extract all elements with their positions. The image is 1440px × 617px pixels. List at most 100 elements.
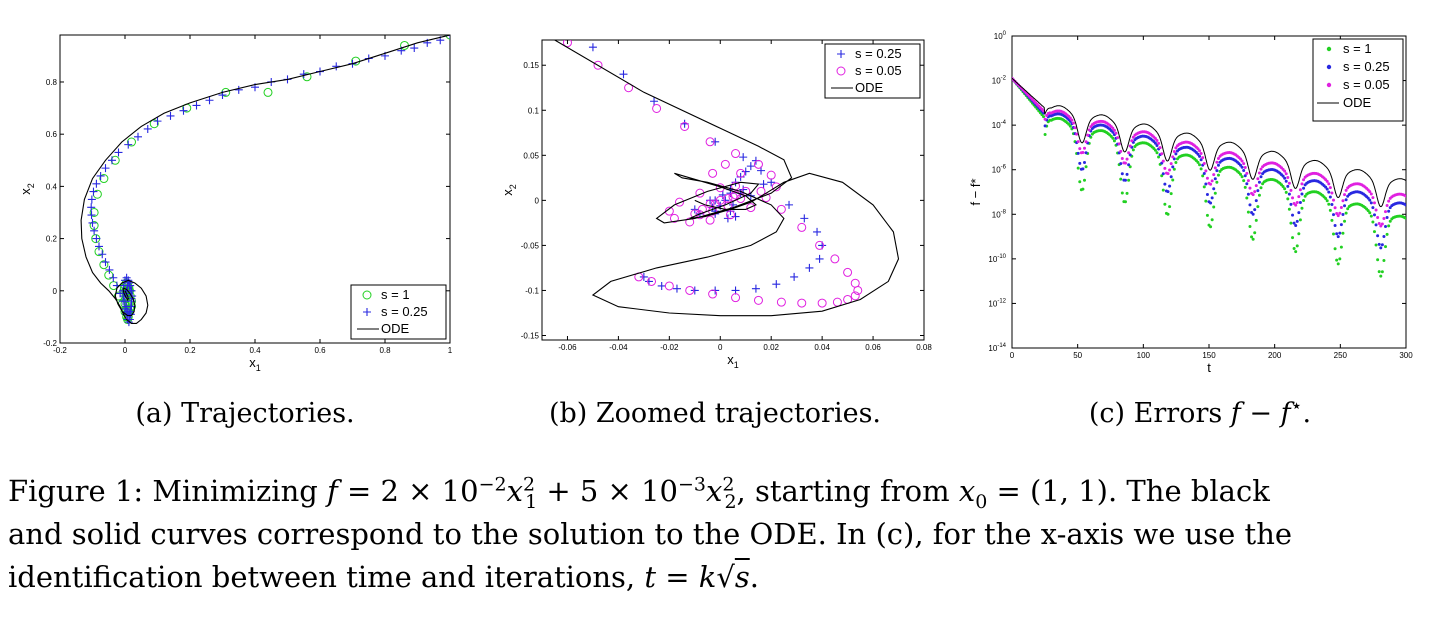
x-tick-label: -0.02 <box>660 343 679 352</box>
point-s-1 <box>1212 205 1216 209</box>
point-s-0-05 <box>1087 128 1091 132</box>
point-s-1 <box>1205 213 1209 217</box>
point-s-1 <box>1076 166 1080 170</box>
point-s-0-05 <box>1071 121 1075 125</box>
point-s-0-25 <box>1204 182 1208 186</box>
point-s-0-25 <box>1128 153 1132 157</box>
point-s-1 <box>1240 175 1244 179</box>
x-tick-label: 0.06 <box>865 343 881 352</box>
y-tick-label: 10-8 <box>992 209 1007 219</box>
point-s-1 <box>1376 258 1380 262</box>
point-s-0-05 <box>1078 147 1082 151</box>
point-s-0-05 <box>731 293 741 303</box>
point-s-1 <box>1084 165 1088 169</box>
point-s-0-05 <box>1082 146 1086 150</box>
point-s-0-05 <box>1338 211 1342 215</box>
point-s-0-05 <box>1328 186 1332 190</box>
chart-c: 0 50 100 150 200 250 300 100 10-2 10-4 10-6 10-8 10-… <box>968 31 1413 375</box>
point-s-0-25 <box>1171 165 1175 169</box>
point-s-0-25 <box>1369 201 1373 205</box>
point-s-1 <box>1196 160 1200 164</box>
point-s-0-25 <box>711 137 720 146</box>
point-s-0-25 <box>153 117 162 126</box>
figure-caption: Figure 1: Minimizing f = 2 × 10−2x21 + 5… <box>8 470 1418 599</box>
x-tick-label: 0 <box>123 346 128 355</box>
point-s-0-05 <box>1084 140 1088 144</box>
point-s-0-05 <box>1160 152 1164 156</box>
x-tick-label: 0 <box>718 343 723 352</box>
point-s-0-25 <box>1161 172 1165 176</box>
x-tick-label: 0.2 <box>184 346 196 355</box>
x-tick-label: 0 <box>1010 351 1015 360</box>
point-s-0-25 <box>1205 193 1209 197</box>
point-s-0-25 <box>205 96 214 105</box>
point-s-0-25 <box>1251 212 1255 216</box>
subcaption-c-minus: − <box>1240 398 1281 429</box>
point-s-1 <box>1371 220 1375 224</box>
point-s-0-05 <box>1043 117 1047 121</box>
point-s-1 <box>1043 132 1047 136</box>
point-s-1 <box>1300 206 1304 210</box>
y-tick-exponent: -8 <box>1001 209 1007 215</box>
point-s-0-25 <box>1078 161 1082 165</box>
point-s-0-25 <box>1043 124 1047 128</box>
point-s-0-05 <box>797 222 807 232</box>
point-s-0-25 <box>1292 221 1296 225</box>
point-s-0-05 <box>705 215 715 225</box>
point-s-1 <box>1251 237 1255 241</box>
point-s-0-25 <box>1259 175 1263 179</box>
point-s-0-25 <box>1380 243 1384 247</box>
caption-x2: x <box>706 474 723 508</box>
point-s-1 <box>1112 139 1116 143</box>
point-s-1 <box>1330 218 1334 222</box>
point-s-0-25 <box>1120 172 1124 176</box>
point-s-0-25 <box>114 148 123 157</box>
point-s-0-05 <box>1086 133 1090 137</box>
point-s-0-25 <box>1327 190 1331 194</box>
point-s-0-05 <box>731 190 741 200</box>
point-s-0-05 <box>669 213 679 223</box>
point-s-0-05 <box>776 297 786 307</box>
point-s-0-05 <box>1379 224 1383 228</box>
point-s-0-05 <box>1119 149 1123 153</box>
point-s-0-25 <box>1335 232 1339 236</box>
legend: s = 1 s = 0.25 s = 0.05 ODE <box>1312 38 1404 122</box>
point-s-0-05 <box>1166 172 1170 176</box>
point-s-1 <box>89 207 99 217</box>
y-tick-exponent: -6 <box>1001 165 1007 171</box>
y-tick-label: 0.4 <box>46 182 58 191</box>
point-s-0-05 <box>1339 206 1343 210</box>
caption-f: f <box>327 474 338 508</box>
point-s-0-05 <box>1385 204 1389 208</box>
y-tick-label: 10-2 <box>992 76 1007 86</box>
point-s-0-05 <box>1240 159 1244 163</box>
point-s-0-25 <box>815 254 824 263</box>
point-s-0-25 <box>690 205 699 214</box>
point-s-0-25 <box>1166 190 1170 194</box>
point-s-0-25 <box>1239 163 1243 167</box>
point-s-0-25 <box>1377 242 1381 246</box>
x-tick-label: 0.6 <box>314 346 326 355</box>
point-s-0-25 <box>1196 152 1200 156</box>
x-tick-label: 300 <box>1399 351 1413 360</box>
point-s-0-05 <box>1376 216 1380 220</box>
point-s-0-05 <box>797 298 807 308</box>
y-tick-exponent: -10 <box>997 254 1006 260</box>
point-s-0-05 <box>1131 135 1135 139</box>
point-s-0-05 <box>1158 146 1162 150</box>
point-s-0-25 <box>1127 163 1131 167</box>
point-s-0-25 <box>767 178 776 187</box>
point-s-0-05 <box>736 168 746 178</box>
caption-s: s <box>734 560 750 594</box>
point-s-0-25 <box>1216 163 1220 167</box>
y-tick-label: 0.05 <box>523 151 539 160</box>
point-s-0-25 <box>1339 223 1343 227</box>
point-s-0-25 <box>1243 174 1247 178</box>
point-s-0-05 <box>562 40 572 48</box>
point-s-1 <box>1125 191 1129 195</box>
point-s-0-25 <box>95 242 103 251</box>
point-s-0-25 <box>1325 187 1329 191</box>
point-s-0-25 <box>818 241 827 250</box>
caption-t: t <box>644 560 657 594</box>
y-tick-label: 0 <box>535 196 540 205</box>
